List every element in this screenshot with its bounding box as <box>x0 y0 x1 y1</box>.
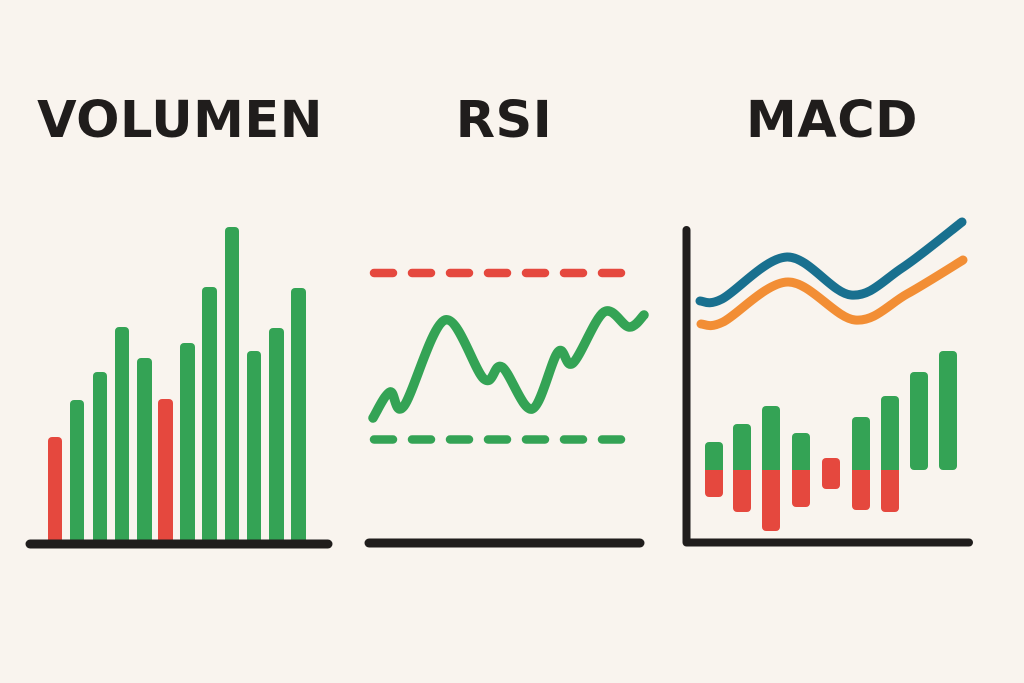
volume-bar <box>224 227 239 544</box>
volume-bar <box>47 437 62 544</box>
volume-bar <box>269 328 284 544</box>
macd-histogram-bar <box>852 417 870 510</box>
volume-bar <box>202 287 217 544</box>
title-macd: MACD <box>746 91 918 150</box>
macd-histogram-bar <box>762 406 780 531</box>
title-volumen: VOLUMEN <box>37 91 323 150</box>
macd-histogram-bar <box>792 433 810 507</box>
volume-bar <box>158 399 173 544</box>
macd-histogram-bar <box>939 351 957 470</box>
macd-histogram-bar <box>733 424 751 512</box>
volume-bar <box>92 372 107 544</box>
volume-bar <box>291 288 306 544</box>
volume-bar <box>180 343 195 544</box>
macd-histogram-bar <box>705 442 723 497</box>
title-rsi: RSI <box>455 91 553 150</box>
volume-bar <box>137 358 152 544</box>
macd-histogram-bar <box>822 458 840 489</box>
volume-bar <box>69 400 84 544</box>
macd-histogram-bar <box>881 396 899 512</box>
macd-histogram-bar <box>910 372 928 470</box>
volume-bar <box>246 351 261 544</box>
volume-bar <box>114 327 129 544</box>
